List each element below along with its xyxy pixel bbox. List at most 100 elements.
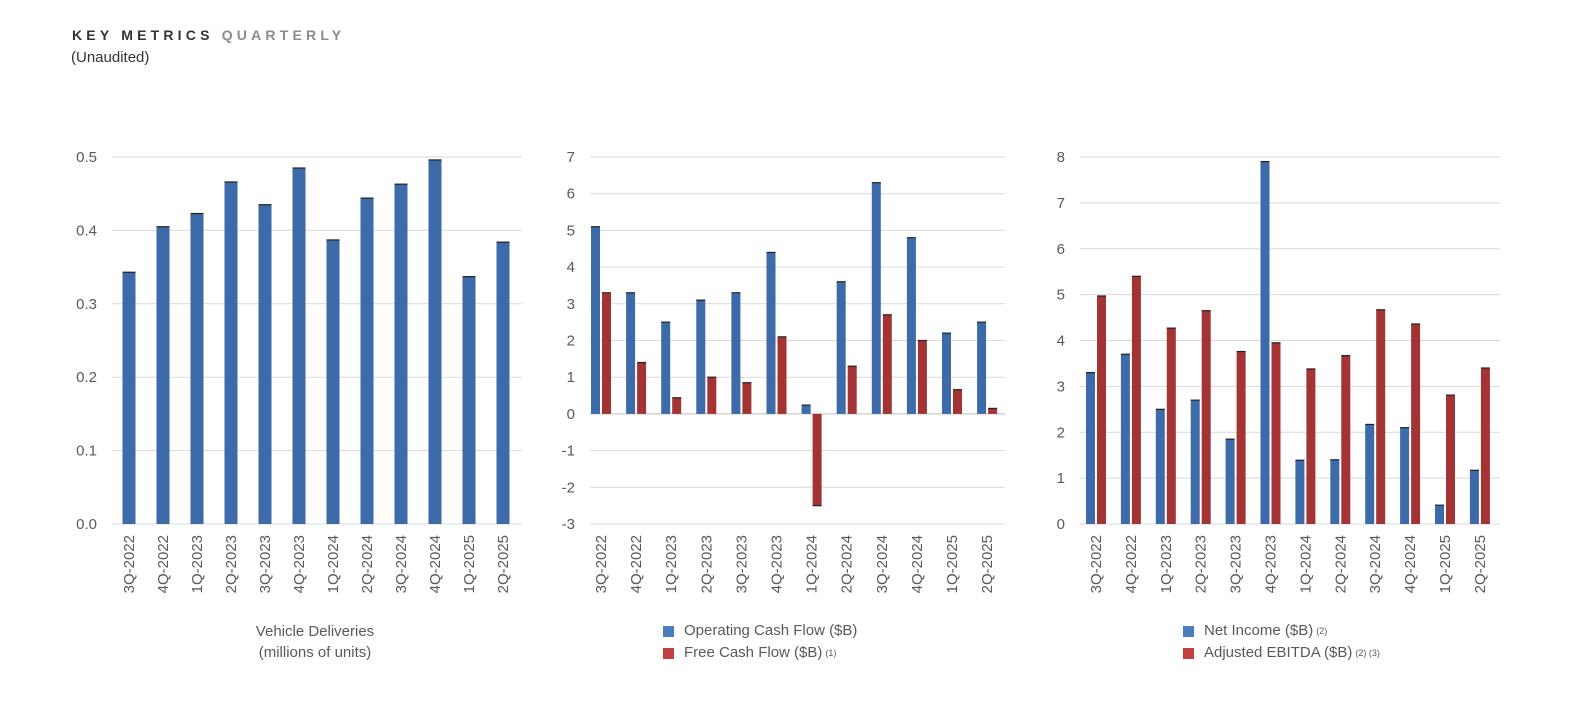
x-tick-label: 4Q-2024	[427, 535, 444, 593]
bar-series1	[1330, 459, 1340, 524]
footnote-ref: (2)	[1316, 626, 1328, 636]
legend-item: Adjusted EBITDA ($B) (2) (3)	[1183, 642, 1380, 664]
y-tick-label: 3	[1057, 378, 1065, 395]
bar-series1	[1260, 161, 1270, 524]
x-tick-label: 4Q-2024	[909, 535, 926, 593]
legend-label: Adjusted EBITDA ($B)	[1204, 644, 1353, 661]
legend-item: Operating Cash Flow ($B)	[663, 620, 857, 642]
title-bold: KEY METRICS	[72, 27, 214, 43]
y-tick-label: 3	[567, 296, 575, 313]
y-tick-label: 0.1	[76, 443, 97, 460]
y-tick-label: 6	[1057, 241, 1065, 258]
legend-swatch	[1183, 647, 1194, 659]
y-tick-label: -1	[562, 443, 575, 460]
title-light: QUARTERLY	[221, 27, 346, 43]
y-tick-label: 1	[567, 369, 575, 386]
x-tick-label: 3Q-2022	[121, 535, 138, 593]
x-tick-label: 2Q-2024	[359, 535, 376, 593]
bar-series1	[766, 252, 776, 414]
legend-label: Net Income ($B)	[1204, 622, 1314, 639]
bar-series1	[591, 226, 600, 414]
bar-deliveries	[156, 226, 170, 525]
x-tick-label: 3Q-2023	[1228, 535, 1245, 593]
bar-series2	[1131, 276, 1141, 524]
x-tick-label: 4Q-2022	[155, 535, 172, 593]
legend-swatch	[663, 625, 674, 637]
caption-line2: (millions of units)	[258, 644, 372, 661]
y-tick-label: 0.0	[76, 516, 97, 533]
x-tick-label: 4Q-2024	[1402, 535, 1419, 593]
bar-series2	[1166, 328, 1176, 524]
legend-label: Operating Cash Flow ($B)	[684, 622, 858, 639]
bar-deliveries	[224, 181, 238, 524]
x-tick-label: 1Q-2025	[944, 535, 961, 593]
legend-item: Net Income ($B) (2)	[1183, 620, 1380, 642]
x-tick-label: 4Q-2023	[291, 535, 308, 593]
y-tick-label: 4	[1057, 333, 1065, 350]
legend-label: Free Cash Flow ($B)	[684, 644, 823, 661]
x-tick-label: 1Q-2024	[804, 535, 821, 593]
bar-series1	[836, 281, 846, 414]
chart3-legend: Net Income ($B) (2) Adjusted EBITDA ($B)(…	[1183, 620, 1380, 664]
bar-deliveries	[496, 242, 510, 525]
bar-series2	[742, 382, 752, 414]
x-tick-label: 3Q-2023	[733, 535, 750, 593]
y-tick-label: 0.2	[76, 369, 97, 386]
bar-series1	[1190, 400, 1200, 524]
x-tick-label: 2Q-2023	[223, 535, 240, 593]
bar-series1	[1400, 427, 1410, 524]
x-tick-label: 2Q-2025	[1472, 535, 1489, 593]
bar-deliveries	[326, 239, 340, 524]
bar-series2	[882, 314, 892, 414]
x-tick-label: 3Q-2022	[1088, 535, 1105, 593]
bar-series2	[707, 377, 717, 414]
bar-series2	[1201, 310, 1211, 524]
bar-deliveries	[428, 159, 442, 524]
bar-series1	[1120, 354, 1130, 524]
legend-item: Free Cash Flow ($B) (1)	[663, 642, 857, 664]
y-tick-label: 4	[567, 259, 575, 276]
x-tick-label: 3Q-2024	[393, 535, 410, 593]
bar-deliveries	[190, 213, 204, 524]
bar-series2	[672, 397, 682, 414]
bar-deliveries	[292, 168, 306, 524]
bar-series1	[801, 405, 811, 414]
x-tick-label: 3Q-2023	[257, 535, 274, 593]
page-subtitle: (Unaudited)	[71, 49, 150, 66]
bar-series2	[917, 340, 927, 414]
y-tick-label: 0.4	[76, 222, 97, 239]
bar-series1	[871, 182, 881, 414]
bar-series2	[1446, 395, 1455, 524]
x-tick-label: 3Q-2022	[593, 535, 610, 593]
x-tick-label: 1Q-2023	[189, 535, 206, 593]
bar-series2	[637, 362, 647, 414]
bar-series2	[1341, 355, 1351, 524]
bar-series2	[953, 389, 962, 414]
bar-series1	[1225, 439, 1235, 524]
bar-series1	[1086, 372, 1095, 524]
bar-series1	[1365, 424, 1375, 524]
bar-series1	[626, 292, 636, 414]
footnote-ref: (2) (3)	[1355, 648, 1380, 658]
bar-series2	[1480, 368, 1490, 524]
bar-series2	[1306, 368, 1316, 524]
legend-swatch	[663, 647, 674, 659]
bar-series2	[1376, 309, 1386, 524]
bar-series1	[1435, 505, 1444, 524]
bar-series1	[1155, 409, 1165, 524]
x-tick-label: 2Q-2023	[698, 535, 715, 593]
bar-series2	[847, 366, 857, 414]
bar-series2	[1271, 342, 1281, 524]
x-tick-label: 4Q-2023	[769, 535, 786, 593]
x-tick-label: 2Q-2025	[979, 535, 996, 593]
x-tick-label: 4Q-2022	[1123, 535, 1140, 593]
x-tick-label: 4Q-2023	[1263, 535, 1280, 593]
bar-series2	[988, 408, 998, 414]
x-tick-label: 1Q-2024	[1297, 535, 1314, 593]
y-tick-label: 0	[567, 406, 575, 423]
y-tick-label: 5	[1057, 287, 1065, 304]
footnote-ref: (1)	[825, 648, 837, 658]
x-tick-label: 3Q-2024	[1367, 535, 1384, 593]
y-tick-label: 2	[567, 333, 575, 350]
